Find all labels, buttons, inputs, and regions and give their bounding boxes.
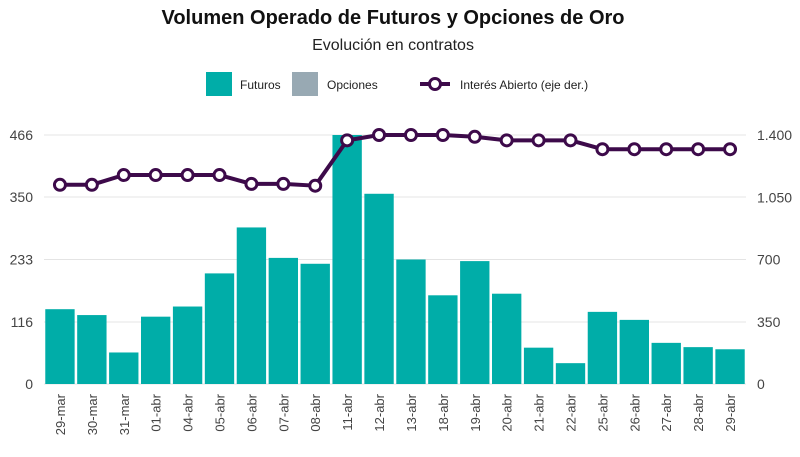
- x-tick-label: 21-abr: [532, 393, 547, 431]
- x-tick-label: 22-abr: [564, 393, 579, 431]
- bar-futuros-27-abr: [651, 342, 681, 384]
- x-tick-label: 19-abr: [468, 393, 483, 431]
- y-right-tick-label: 0: [757, 376, 765, 392]
- y-right-tick-label: 350: [757, 314, 781, 330]
- legend-label-futuros: Futuros: [240, 78, 281, 92]
- bar-futuros-12-abr: [364, 193, 394, 384]
- open-interest-point-13-abr: [403, 128, 418, 142]
- bar-futuros-22-abr: [555, 363, 586, 384]
- x-tick-label: 29-abr: [723, 393, 738, 431]
- y-left-tick-label: 233: [10, 252, 34, 268]
- legend-label-interes: Interés Abierto (eje der.): [460, 78, 588, 92]
- x-tick-label: 04-abr: [181, 393, 196, 431]
- bar-futuros-06-abr: [236, 227, 267, 384]
- y-right-tick-label: 1.400: [757, 127, 792, 143]
- bar-futuros-05-abr: [204, 273, 235, 384]
- x-tick-label: 25-abr: [595, 393, 610, 431]
- y-right-tick-label: 1.050: [757, 189, 792, 205]
- bar-futuros-04-abr: [172, 306, 203, 384]
- y-left-tick-label: 466: [10, 127, 34, 143]
- x-tick-label: 30-mar: [85, 393, 100, 435]
- open-interest-point-20-abr: [499, 133, 514, 148]
- bar-futuros-19-abr: [460, 261, 490, 384]
- x-tick-label: 11-abr: [340, 393, 355, 430]
- open-interest-point-31-mar: [116, 168, 131, 183]
- bars: [45, 135, 745, 384]
- bar-futuros-13-abr: [396, 259, 426, 384]
- x-tick-label: 13-abr: [404, 393, 419, 431]
- bar-futuros-29-mar: [45, 309, 75, 384]
- x-tick-label: 27-abr: [659, 393, 674, 431]
- legend: Futuros Opciones Interés Abierto (eje de…: [206, 72, 588, 96]
- open-interest-point-18-abr: [435, 128, 450, 142]
- open-interest-point-26-abr: [627, 142, 642, 157]
- bar-futuros-29-abr: [715, 349, 745, 384]
- x-tick-label: 26-abr: [627, 393, 642, 431]
- x-tick-label: 06-abr: [244, 393, 259, 431]
- open-interest-point-06-abr: [244, 176, 259, 191]
- bar-futuros-11-abr: [332, 135, 362, 384]
- x-tick-label: 28-abr: [691, 393, 706, 431]
- y-left-tick-label: 0: [25, 376, 33, 392]
- bar-futuros-30-mar: [77, 315, 107, 384]
- open-interest-point-22-abr: [563, 133, 578, 148]
- open-interest-point-08-abr: [308, 178, 323, 193]
- bar-futuros-31-mar: [109, 352, 139, 384]
- x-tick-label: 20-abr: [500, 393, 515, 431]
- bar-futuros-21-abr: [523, 347, 554, 384]
- bar-futuros-01-abr: [141, 316, 171, 384]
- y-left-tick-label: 116: [11, 314, 34, 330]
- bar-futuros-07-abr: [268, 257, 298, 384]
- bar-futuros-26-abr: [619, 319, 649, 384]
- x-tick-label: 18-abr: [436, 393, 451, 431]
- y-axis-right: 0 350 700 1.050 1.400: [757, 127, 792, 392]
- bar-futuros-28-abr: [683, 347, 713, 384]
- x-tick-label: 08-abr: [308, 393, 323, 431]
- open-interest-point-05-abr: [212, 168, 227, 183]
- chart-subtitle: Evolución en contratos: [312, 37, 474, 54]
- bar-futuros-25-abr: [587, 311, 618, 384]
- legend-swatch-futuros: [206, 72, 232, 96]
- open-interest-point-25-abr: [595, 142, 610, 157]
- open-interest-point-28-abr: [691, 142, 706, 157]
- x-tick-label: 01-abr: [149, 393, 164, 431]
- x-tick-label: 07-abr: [276, 393, 291, 431]
- legend-marker-interes: [428, 77, 442, 91]
- open-interest-line: [52, 128, 738, 193]
- open-interest-point-19-abr: [467, 129, 482, 144]
- y-axis-left: 0 116 233 350 466: [10, 127, 34, 392]
- open-interest-point-12-abr: [372, 128, 387, 142]
- y-left-tick-label: 350: [10, 189, 34, 205]
- open-interest-point-29-mar: [52, 177, 67, 192]
- x-tick-label: 31-mar: [117, 393, 132, 435]
- x-tick-label: 12-abr: [372, 393, 387, 431]
- open-interest-point-11-abr: [340, 133, 355, 148]
- x-tick-label: 29-mar: [53, 393, 68, 435]
- legend-swatch-opciones: [292, 72, 318, 96]
- open-interest-point-27-abr: [659, 142, 674, 157]
- x-axis: 29-mar 30-mar 31-mar 01-abr 04-abr 05-abr 06-a…: [53, 393, 738, 435]
- legend-label-opciones: Opciones: [327, 78, 378, 92]
- chart-title: Volumen Operado de Futuros y Opciones de…: [161, 7, 624, 29]
- open-interest-point-04-abr: [180, 168, 195, 183]
- bar-futuros-20-abr: [492, 293, 522, 384]
- open-interest-point-30-mar: [84, 177, 99, 192]
- open-interest-line-path: [59, 133, 731, 188]
- bar-futuros-08-abr: [300, 263, 330, 384]
- open-interest-point-01-abr: [148, 168, 163, 183]
- open-interest-point-21-abr: [531, 133, 546, 148]
- y-right-tick-label: 700: [757, 252, 781, 268]
- open-interest-point-07-abr: [276, 176, 291, 191]
- x-tick-label: 05-abr: [213, 393, 228, 431]
- bar-futuros-18-abr: [428, 295, 458, 384]
- open-interest-point-29-abr: [723, 142, 738, 157]
